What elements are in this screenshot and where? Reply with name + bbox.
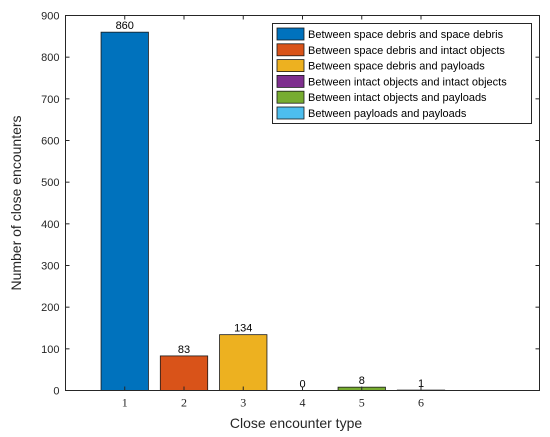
x-tick-label: 4 (300, 396, 306, 410)
y-tick-label: 900 (41, 11, 59, 23)
legend-swatch-5 (276, 90, 305, 104)
y-tick-label: 300 (41, 261, 59, 273)
legend-label-3: Between space debris and payloads (308, 61, 485, 73)
x-axis-label: Close encounter type (230, 415, 363, 431)
data-label-5: 8 (359, 375, 365, 387)
legend-swatch-1 (276, 27, 305, 41)
legend-box (272, 23, 532, 124)
y-tick-label: 200 (41, 302, 59, 314)
y-axis-label: Number of close encounters (8, 115, 24, 290)
legend-label-2: Between space debris and intact objects (308, 45, 505, 57)
data-label-2: 83 (178, 344, 190, 356)
legend-swatch-3 (276, 59, 305, 72)
y-axis-ticks: 0 100 200 300 400 500 600 700 800 900 (41, 11, 540, 398)
legend-label-1: Between space debris and space debris (308, 29, 504, 41)
legend-label-6: Between payloads and payloads (308, 108, 467, 120)
y-tick-label: 400 (41, 219, 59, 231)
x-tick-label: 6 (418, 396, 424, 410)
y-tick-label: 500 (41, 177, 59, 189)
data-labels: 860 83 134 0 8 1 (116, 20, 424, 390)
x-tick-label: 2 (181, 396, 187, 410)
data-label-4: 0 (299, 379, 305, 391)
x-tick-label: 3 (240, 396, 246, 410)
y-tick-label: 800 (41, 52, 59, 64)
legend-swatch-2 (276, 43, 305, 57)
data-label-6: 1 (418, 378, 424, 390)
y-tick-label: 0 (53, 386, 59, 398)
legend-swatch-6 (276, 106, 305, 120)
data-label-3: 134 (234, 323, 252, 335)
data-label-1: 860 (116, 20, 134, 32)
bars (100, 31, 446, 391)
y-tick-label: 700 (41, 94, 59, 106)
bar-2 (159, 355, 209, 391)
bar-3 (219, 334, 268, 391)
legend-label-5: Between intact objects and payloads (308, 92, 487, 104)
y-tick-label: 100 (41, 344, 59, 356)
y-tick-label: 600 (41, 136, 59, 148)
x-axis-ticks: 1 2 3 4 5 6 (122, 15, 424, 410)
x-tick-label: 5 (359, 396, 365, 410)
bar-1 (100, 31, 149, 391)
legend-label-4: Between intact objects and intact object… (308, 76, 507, 88)
legend: Between space debris and space debris Bet… (272, 23, 532, 124)
x-tick-label: 1 (122, 396, 128, 410)
legend-swatch-4 (276, 75, 305, 88)
